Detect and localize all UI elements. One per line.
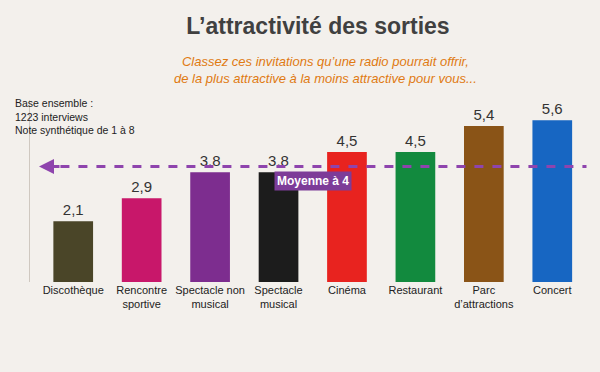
svg-text:Rencontresportive: Rencontresportive bbox=[116, 284, 167, 310]
svg-text:5,4: 5,4 bbox=[473, 106, 494, 123]
svg-text:L’attractivité des sorties: L’attractivité des sorties bbox=[186, 13, 449, 39]
svg-text:Base ensemble :1223 interviews: Base ensemble :1223 interviewsNote synth… bbox=[15, 97, 135, 136]
svg-text:Discothèque: Discothèque bbox=[43, 284, 104, 296]
svg-text:Classez ces invitations qu’une: Classez ces invitations qu’une radio pou… bbox=[174, 54, 477, 86]
svg-text:Concert: Concert bbox=[533, 284, 572, 296]
svg-text:2,9: 2,9 bbox=[131, 178, 152, 195]
svg-text:4,5: 4,5 bbox=[337, 132, 358, 149]
svg-text:Moyenne à 4: Moyenne à 4 bbox=[277, 174, 349, 188]
svg-text:4,5: 4,5 bbox=[405, 132, 426, 149]
svg-text:3,8: 3,8 bbox=[268, 152, 289, 169]
svg-text:Parcd’attractions: Parcd’attractions bbox=[454, 284, 514, 310]
svg-text:Spectacle nonmusical: Spectacle nonmusical bbox=[175, 284, 245, 310]
svg-text:3,8: 3,8 bbox=[200, 152, 221, 169]
svg-text:Restaurant: Restaurant bbox=[389, 284, 443, 296]
svg-text:Spectaclemusical: Spectaclemusical bbox=[254, 284, 302, 310]
svg-text:5,6: 5,6 bbox=[542, 100, 563, 117]
svg-text:Cinéma: Cinéma bbox=[328, 284, 367, 296]
svg-text:2,1: 2,1 bbox=[63, 201, 84, 218]
